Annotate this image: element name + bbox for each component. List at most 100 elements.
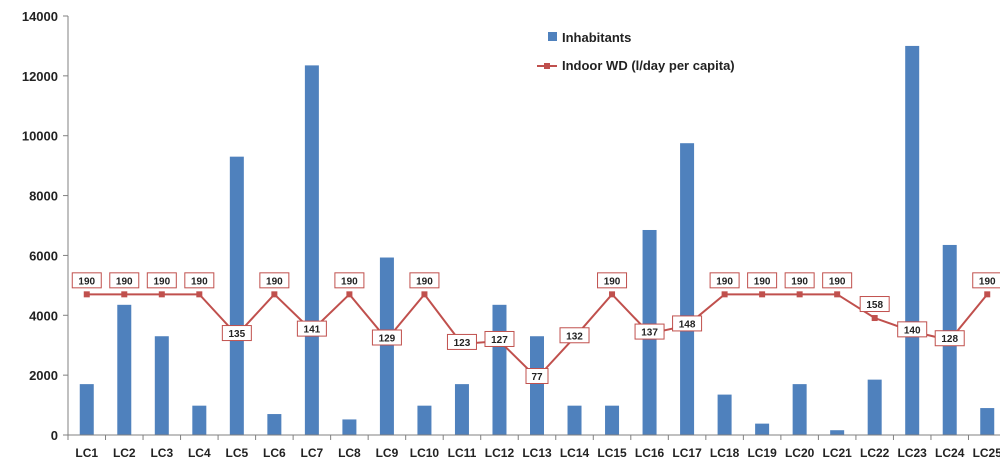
x-tick-label: LC20: [785, 446, 815, 460]
data-label-text: 190: [341, 276, 358, 287]
data-label-lc19: 190: [747, 272, 778, 289]
data-label-text: 128: [941, 334, 958, 345]
data-label-text: 190: [754, 276, 771, 287]
data-label-text: 129: [379, 333, 396, 344]
data-label-lc12: 127: [484, 330, 515, 347]
data-label-box: [822, 272, 853, 289]
data-label-text: 190: [829, 276, 846, 287]
bar-lc5: [229, 156, 244, 435]
data-label-box: [446, 333, 477, 350]
x-tick-label: LC6: [263, 446, 286, 460]
data-label-text: 148: [679, 319, 696, 330]
bar-lc18: [717, 394, 732, 435]
data-label-box: [672, 315, 703, 332]
data-label-box: [146, 272, 177, 289]
line-point-lc1: [83, 291, 90, 298]
x-tick-label: LC24: [935, 446, 965, 460]
line-point-lc15: [609, 291, 616, 298]
data-label-lc18: 190: [709, 272, 740, 289]
data-label-box: [371, 329, 402, 346]
line-point-lc20: [796, 291, 803, 298]
data-label-lc11: 123: [446, 333, 477, 350]
data-label-box: [634, 323, 665, 340]
x-tick-label: LC25: [973, 446, 1000, 460]
data-label-text: 123: [454, 338, 471, 349]
data-label-lc2: 190: [109, 272, 140, 289]
data-label-box: [525, 367, 549, 384]
data-label-lc9: 129: [371, 329, 402, 346]
data-label-text: 190: [604, 276, 621, 287]
x-tick-label: LC7: [301, 446, 324, 460]
data-label-lc8: 190: [334, 272, 365, 289]
data-label-text: 140: [904, 325, 921, 336]
bar-lc6: [267, 414, 282, 435]
bar-lc19: [755, 423, 770, 435]
bar-lc11: [454, 384, 469, 435]
data-label-text: 132: [566, 331, 583, 342]
line-point-lc3: [158, 291, 165, 298]
data-label-lc3: 190: [146, 272, 177, 289]
y-tick-label: 8000: [29, 189, 58, 204]
x-tick-label: LC10: [410, 446, 440, 460]
x-tick-label: LC21: [822, 446, 852, 460]
data-label-text: 190: [191, 276, 208, 287]
legend-swatch-inhabitants: [548, 32, 557, 41]
data-label-lc14: 132: [559, 327, 590, 344]
x-tick-label: LC4: [188, 446, 211, 460]
x-tick-label: LC9: [376, 446, 399, 460]
data-label-lc5: 135: [221, 325, 252, 342]
line-point-lc2: [121, 291, 128, 298]
data-label-text: 137: [641, 328, 658, 339]
legend: Inhabitants Indoor WD (l/day per capita): [537, 30, 735, 73]
data-label-lc23: 140: [897, 321, 928, 338]
data-label-text: 190: [979, 276, 996, 287]
x-tick-label: LC8: [338, 446, 361, 460]
data-label-lc4: 190: [184, 272, 215, 289]
data-label-lc15: 190: [597, 272, 628, 289]
legend-label-indoor-wd: Indoor WD (l/day per capita): [562, 58, 735, 73]
data-label-box: [897, 321, 928, 338]
x-tick-label: LC22: [860, 446, 890, 460]
data-label-text: 190: [153, 276, 170, 287]
bar-lc7: [304, 65, 319, 435]
data-label-text: 190: [416, 276, 433, 287]
bar-lc9: [379, 257, 394, 435]
data-labels: 190 190 190 190 135 190 141 190 129 190 123 127 77 13…: [71, 272, 1000, 384]
x-tick-label: LC15: [597, 446, 627, 460]
data-label-box: [184, 272, 215, 289]
y-tick-label: 0: [51, 428, 58, 443]
bar-lc13: [530, 336, 544, 435]
data-label-lc16: 137: [634, 323, 665, 340]
x-tick-label: LC19: [747, 446, 777, 460]
bar-lc1: [79, 384, 94, 435]
data-label-text: 190: [716, 276, 733, 287]
data-label-text: 158: [866, 300, 883, 311]
data-label-box: [559, 327, 590, 344]
data-label-text: 141: [304, 325, 321, 336]
data-label-text: 190: [78, 276, 95, 287]
bar-lc15: [605, 405, 620, 435]
data-label-box: [972, 272, 1000, 289]
y-tick-label: 6000: [29, 248, 58, 263]
bar-lc17: [680, 143, 695, 436]
data-label-box: [109, 272, 140, 289]
data-label-lc7: 141: [296, 320, 327, 337]
bar-lc3: [154, 336, 169, 435]
data-label-lc20: 190: [784, 272, 815, 289]
x-tick-label: LC11: [448, 446, 477, 460]
bar-lc23: [905, 45, 920, 436]
data-label-box: [296, 320, 327, 337]
x-axis: LC1 LC2 LC3 LC4 LC5 LC6 LC7 LC8 LC9 LC10 LC11 LC12 L…: [67, 434, 1000, 460]
data-label-lc22: 158: [859, 296, 890, 313]
data-label-lc10: 190: [409, 272, 440, 289]
data-label-lc25: 190: [972, 272, 1000, 289]
line-point-lc21: [834, 291, 841, 298]
x-tick-label: LC18: [710, 446, 740, 460]
line-point-lc25: [984, 291, 991, 298]
data-label-text: 77: [531, 372, 543, 383]
bar-lc8: [342, 419, 357, 435]
line-point-lc22: [871, 315, 878, 322]
x-tick-label: LC23: [898, 446, 928, 460]
data-label-box: [597, 272, 628, 289]
